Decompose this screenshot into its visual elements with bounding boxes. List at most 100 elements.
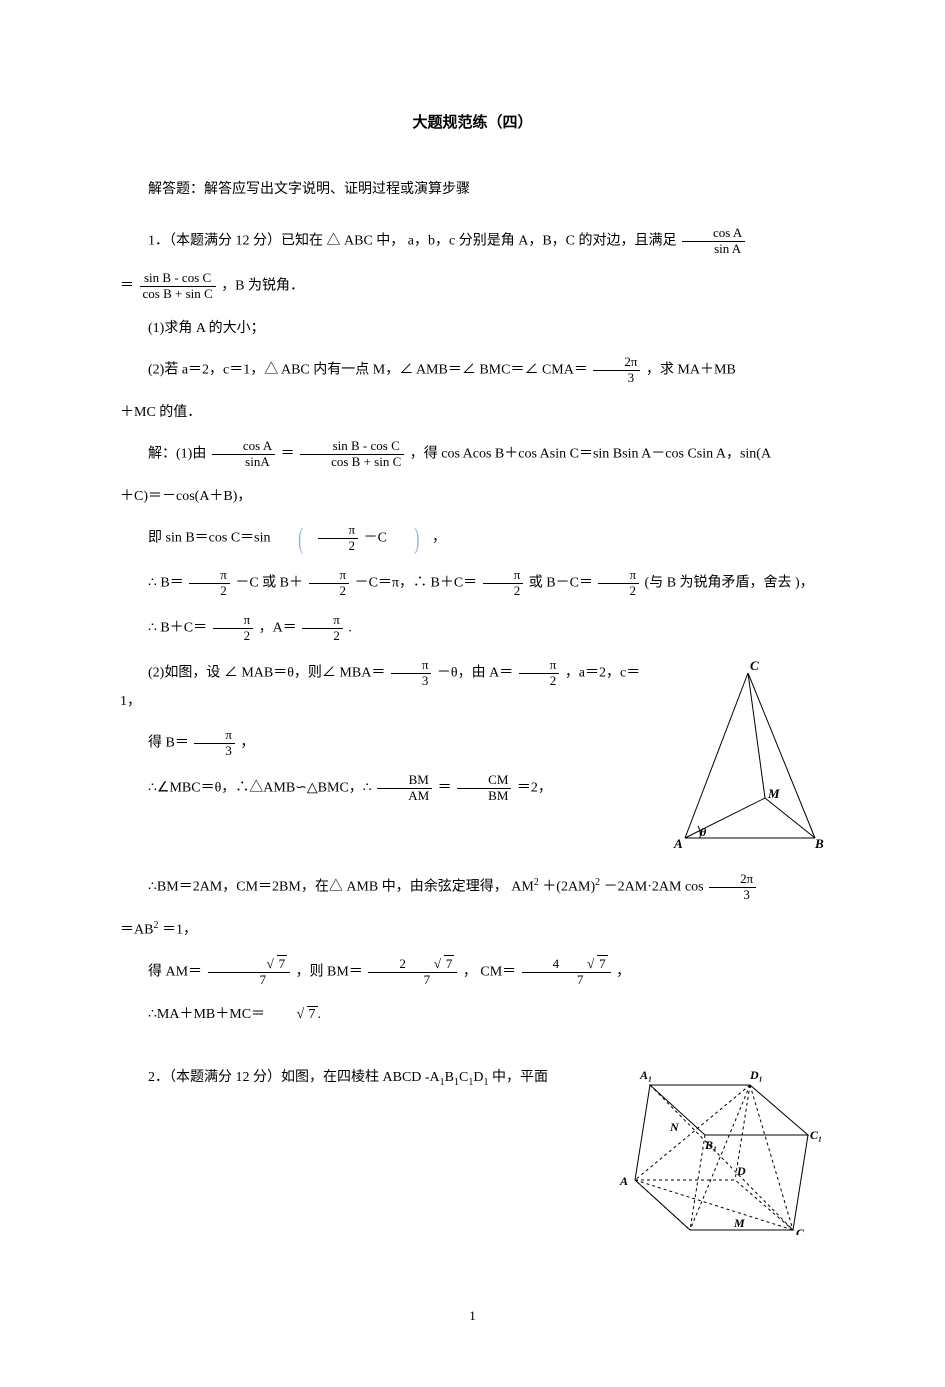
triangle-figure: C M θ A B — [670, 658, 825, 862]
frac-num: π — [189, 568, 230, 584]
fraction: sin B - cos C cos B + sin C — [300, 439, 404, 470]
q1-intro: 1．（本题满分 12 分）已知在 △ ABC 中， a，b，c 分别是角 A，B… — [120, 226, 825, 257]
q1-part2-line2: ＋MC 的值． — [120, 400, 825, 425]
frac-num: π — [318, 523, 359, 539]
fraction-sqrt: 7 7 — [208, 957, 291, 988]
fraction: π 2 — [309, 568, 350, 599]
text: B — [445, 1070, 454, 1085]
text: －C 或 B＋ — [235, 576, 303, 591]
frac-num: π — [598, 568, 639, 584]
fraction-sqrt: 27 7 — [368, 957, 457, 988]
frac-den: 2 — [483, 584, 524, 599]
fraction: CM BM — [457, 773, 511, 804]
radicand: 7 — [277, 955, 288, 971]
frac-den: 7 — [368, 973, 457, 988]
sup-2: 2 — [534, 877, 539, 888]
label-B: B — [814, 836, 824, 851]
frac-den: 3 — [593, 371, 640, 386]
fraction: π 2 — [519, 658, 560, 689]
fraction: BM AM — [377, 773, 432, 804]
frac-num: cos A — [682, 226, 745, 242]
q1-sol-2: 即 sin B＝cos C＝sin ( π 2 －C ) ， — [120, 523, 825, 554]
svg-text:C₁: C₁ — [810, 1128, 822, 1142]
text: ∴ B＋C＝ — [148, 621, 207, 636]
frac-den: 3 — [709, 888, 756, 903]
frac-num: 2π — [709, 872, 756, 888]
text: ∴ B＝ — [148, 576, 184, 591]
frac-den: 7 — [208, 973, 291, 988]
fraction: π 2 — [213, 613, 254, 644]
fraction: π 2 — [302, 613, 343, 644]
text: ，A＝ — [259, 621, 297, 636]
svg-text:D: D — [736, 1164, 746, 1178]
text: (2)若 a＝2，c＝1，△ ABC 内有一点 M，∠ AMB＝∠ BMC＝∠ … — [148, 363, 588, 378]
label-C: C — [750, 658, 759, 673]
text: C — [459, 1070, 468, 1085]
frac-den: 2 — [189, 584, 230, 599]
fraction: cos A sinA — [212, 439, 275, 470]
q1-sol-9: ＝AB2 ＝1， — [120, 917, 825, 943]
q1-eq-line2: ＝ sin B - cos C cos B + sin C ，B 为锐角． — [120, 271, 825, 302]
text: ，得 cos Acos B＋cos Asin C＝sin Bsin A－cos … — [410, 447, 771, 462]
sup-2: 2 — [595, 877, 600, 888]
fraction-2pi-3: 2π 3 — [593, 355, 640, 386]
frac-num: π — [309, 568, 350, 584]
page-title: 大题规范练（四） — [120, 110, 825, 137]
fraction: 2π 3 — [709, 872, 756, 903]
q1-part1: (1)求角 A 的大小； — [120, 316, 825, 341]
prism-figure: A₁ D₁ N B₁ C₁ A D B M C — [610, 1055, 825, 1244]
frac-den: 2 — [598, 584, 639, 599]
q1-sol-1-line2: ＋C)＝－cos(A＋B)， — [120, 484, 825, 509]
frac-num: π — [213, 613, 254, 629]
label-A: A — [673, 836, 683, 851]
frac-den: 2 — [309, 584, 350, 599]
frac-num: π — [391, 658, 432, 674]
fraction-sqrt: 47 7 — [522, 957, 611, 988]
text: －C＝π，∴ B＋C＝ — [355, 576, 478, 591]
fraction: π 2 — [483, 568, 524, 599]
frac-num: π — [483, 568, 524, 584]
page-number: 1 — [120, 1304, 825, 1327]
radicand: 7 — [307, 1006, 318, 1022]
q1-sol-10: 得 AM＝ 7 7 ，则 BM＝ 27 7 ， CM＝ 47 7 ， — [120, 957, 825, 988]
fraction-cosA-sinA: cos A sin A — [682, 226, 745, 257]
frac-num: cos A — [212, 439, 275, 455]
text: 即 sin B＝cos C＝sin — [148, 531, 271, 546]
frac-den: 2 — [318, 539, 359, 554]
q1-sol-3: ∴ B＝ π 2 －C 或 B＋ π 2 －C＝π，∴ B＋C＝ π 2 或 B… — [120, 568, 825, 599]
text: －θ，由 A＝ — [437, 666, 513, 681]
frac-den: cos B + sin C — [300, 455, 404, 470]
label-M: M — [767, 786, 780, 801]
rparen-icon: ) — [399, 530, 420, 548]
text: ， — [616, 964, 630, 979]
triangle-svg: C M θ A B — [670, 658, 825, 853]
frac-den: sinA — [212, 455, 275, 470]
svg-text:M: M — [733, 1216, 745, 1230]
fraction: π 2 — [318, 523, 359, 554]
text: ，求 MA＋MB — [646, 363, 736, 378]
frac-num: CM — [457, 773, 511, 789]
fraction: π 3 — [391, 658, 432, 689]
sqrt-icon: 7 — [269, 1002, 318, 1027]
text: 或 B－C＝ — [529, 576, 593, 591]
svg-text:D₁: D₁ — [749, 1068, 763, 1082]
fraction: π 2 — [598, 568, 639, 599]
svg-text:B₁: B₁ — [704, 1138, 717, 1152]
text: ∴∠MBC＝θ，∴△AMB∽△BMC，∴ — [148, 780, 372, 795]
frac-den: 3 — [391, 674, 432, 689]
text: (与 B 为锐角矛盾，舍去 )， — [645, 576, 814, 591]
q1-sol-11: ∴MA＋MB＋MC＝ 7. — [120, 1002, 825, 1027]
fraction-sinB-cosC: sin B - cos C cos B + sin C — [140, 271, 216, 302]
sqrt-icon: 7 — [406, 957, 455, 972]
frac-den: 2 — [519, 674, 560, 689]
text: 得 AM＝ — [148, 964, 202, 979]
sup-2: 2 — [153, 920, 158, 931]
svg-text:C: C — [796, 1226, 805, 1235]
fraction: π 3 — [194, 728, 235, 759]
sqrt-icon: 7 — [559, 957, 608, 972]
q1-part2-line1: (2)若 a＝2，c＝1，△ ABC 内有一点 M，∠ AMB＝∠ BMC＝∠ … — [120, 355, 825, 386]
radicand: 7 — [444, 955, 455, 971]
frac-den: 7 — [522, 973, 611, 988]
frac-num: BM — [377, 773, 432, 789]
text: ，则 BM＝ — [296, 964, 363, 979]
